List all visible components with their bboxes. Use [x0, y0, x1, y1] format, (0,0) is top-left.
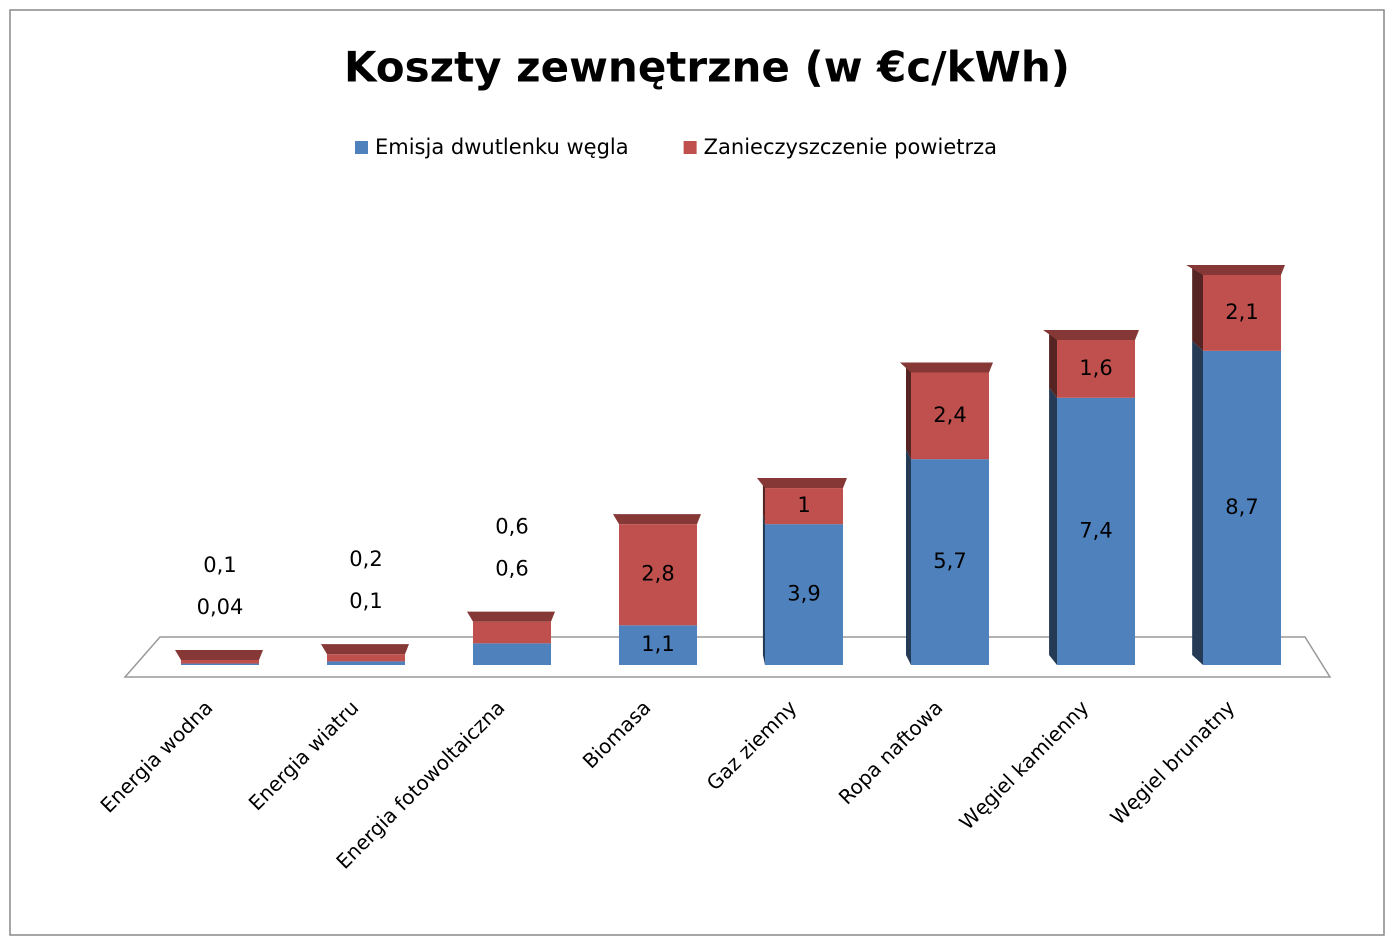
bar-side — [762, 478, 765, 525]
value-label: 3,9 — [787, 582, 820, 606]
value-label: 7,4 — [1079, 518, 1112, 542]
bar-front — [473, 643, 551, 665]
value-label: 1,6 — [1079, 356, 1112, 380]
value-label: 2,1 — [1225, 300, 1258, 324]
bar-front — [619, 625, 697, 665]
bar-segment — [321, 644, 409, 662]
bar-front — [181, 663, 259, 665]
bar-segment — [1186, 265, 1285, 351]
legend-label: Emisja dwutlenku węgla — [375, 135, 629, 159]
legend-label: Zanieczyszczenie powietrza — [704, 135, 997, 159]
bar-side — [1192, 340, 1203, 665]
bar-segment — [900, 362, 993, 460]
bar-segment — [181, 663, 259, 665]
bar-front — [1203, 275, 1281, 351]
bar-top — [1186, 265, 1285, 275]
value-label: 0,2 — [349, 547, 382, 571]
bar-side — [906, 449, 911, 665]
bar-segment — [327, 661, 405, 665]
value-label: 0,6 — [495, 557, 528, 581]
bar-top — [613, 514, 701, 525]
bar-top — [321, 644, 409, 655]
bar-side — [762, 514, 765, 665]
bar-front — [1057, 397, 1135, 665]
bar-side — [1049, 330, 1057, 398]
value-label: 0,1 — [203, 553, 236, 577]
bar-segment — [906, 449, 989, 665]
bar-front — [911, 372, 989, 460]
bar-front — [765, 488, 843, 525]
bar-segment — [175, 649, 263, 664]
value-label: 2,8 — [641, 562, 674, 586]
legend-swatch — [683, 141, 697, 154]
value-label: 1,1 — [641, 632, 674, 656]
bar-segment — [613, 514, 701, 626]
floor — [123, 636, 1332, 678]
bar-front — [473, 621, 551, 644]
bar-front — [619, 524, 697, 626]
value-label: 0,1 — [349, 589, 382, 613]
bar-front — [327, 654, 405, 662]
bar-top — [900, 362, 993, 373]
bar-side — [1049, 387, 1057, 665]
bar-front — [181, 659, 259, 664]
value-label: 1 — [797, 493, 810, 517]
chart-border — [9, 9, 1385, 936]
bar-top — [1043, 330, 1139, 340]
bar-front — [1203, 350, 1281, 665]
bar-segment — [1049, 387, 1135, 665]
value-label: 0,6 — [495, 515, 528, 539]
bar-side — [1192, 265, 1203, 351]
legend-swatch — [355, 141, 368, 154]
bar-segment — [467, 611, 555, 644]
chart-title: Koszty zewnętrzne (w €c/kWh) — [344, 43, 1070, 92]
bar-segment — [619, 625, 697, 665]
bar-top — [467, 611, 555, 622]
bar-segment — [756, 478, 847, 525]
bar-top — [756, 478, 847, 489]
bar-front — [911, 459, 989, 665]
bar-top — [175, 649, 263, 660]
value-label: 8,7 — [1225, 495, 1258, 519]
bar-front — [327, 661, 405, 665]
bar-segment — [1043, 330, 1139, 398]
bar-side — [906, 362, 911, 460]
bar-front — [1057, 340, 1135, 398]
bar-segment — [762, 514, 843, 665]
bar-front — [765, 524, 843, 665]
value-label: 0,04 — [197, 595, 244, 619]
value-label: 2,4 — [933, 403, 966, 427]
bar-segment — [473, 643, 551, 665]
bar-segment — [1192, 340, 1281, 665]
value-label: 5,7 — [933, 549, 966, 573]
